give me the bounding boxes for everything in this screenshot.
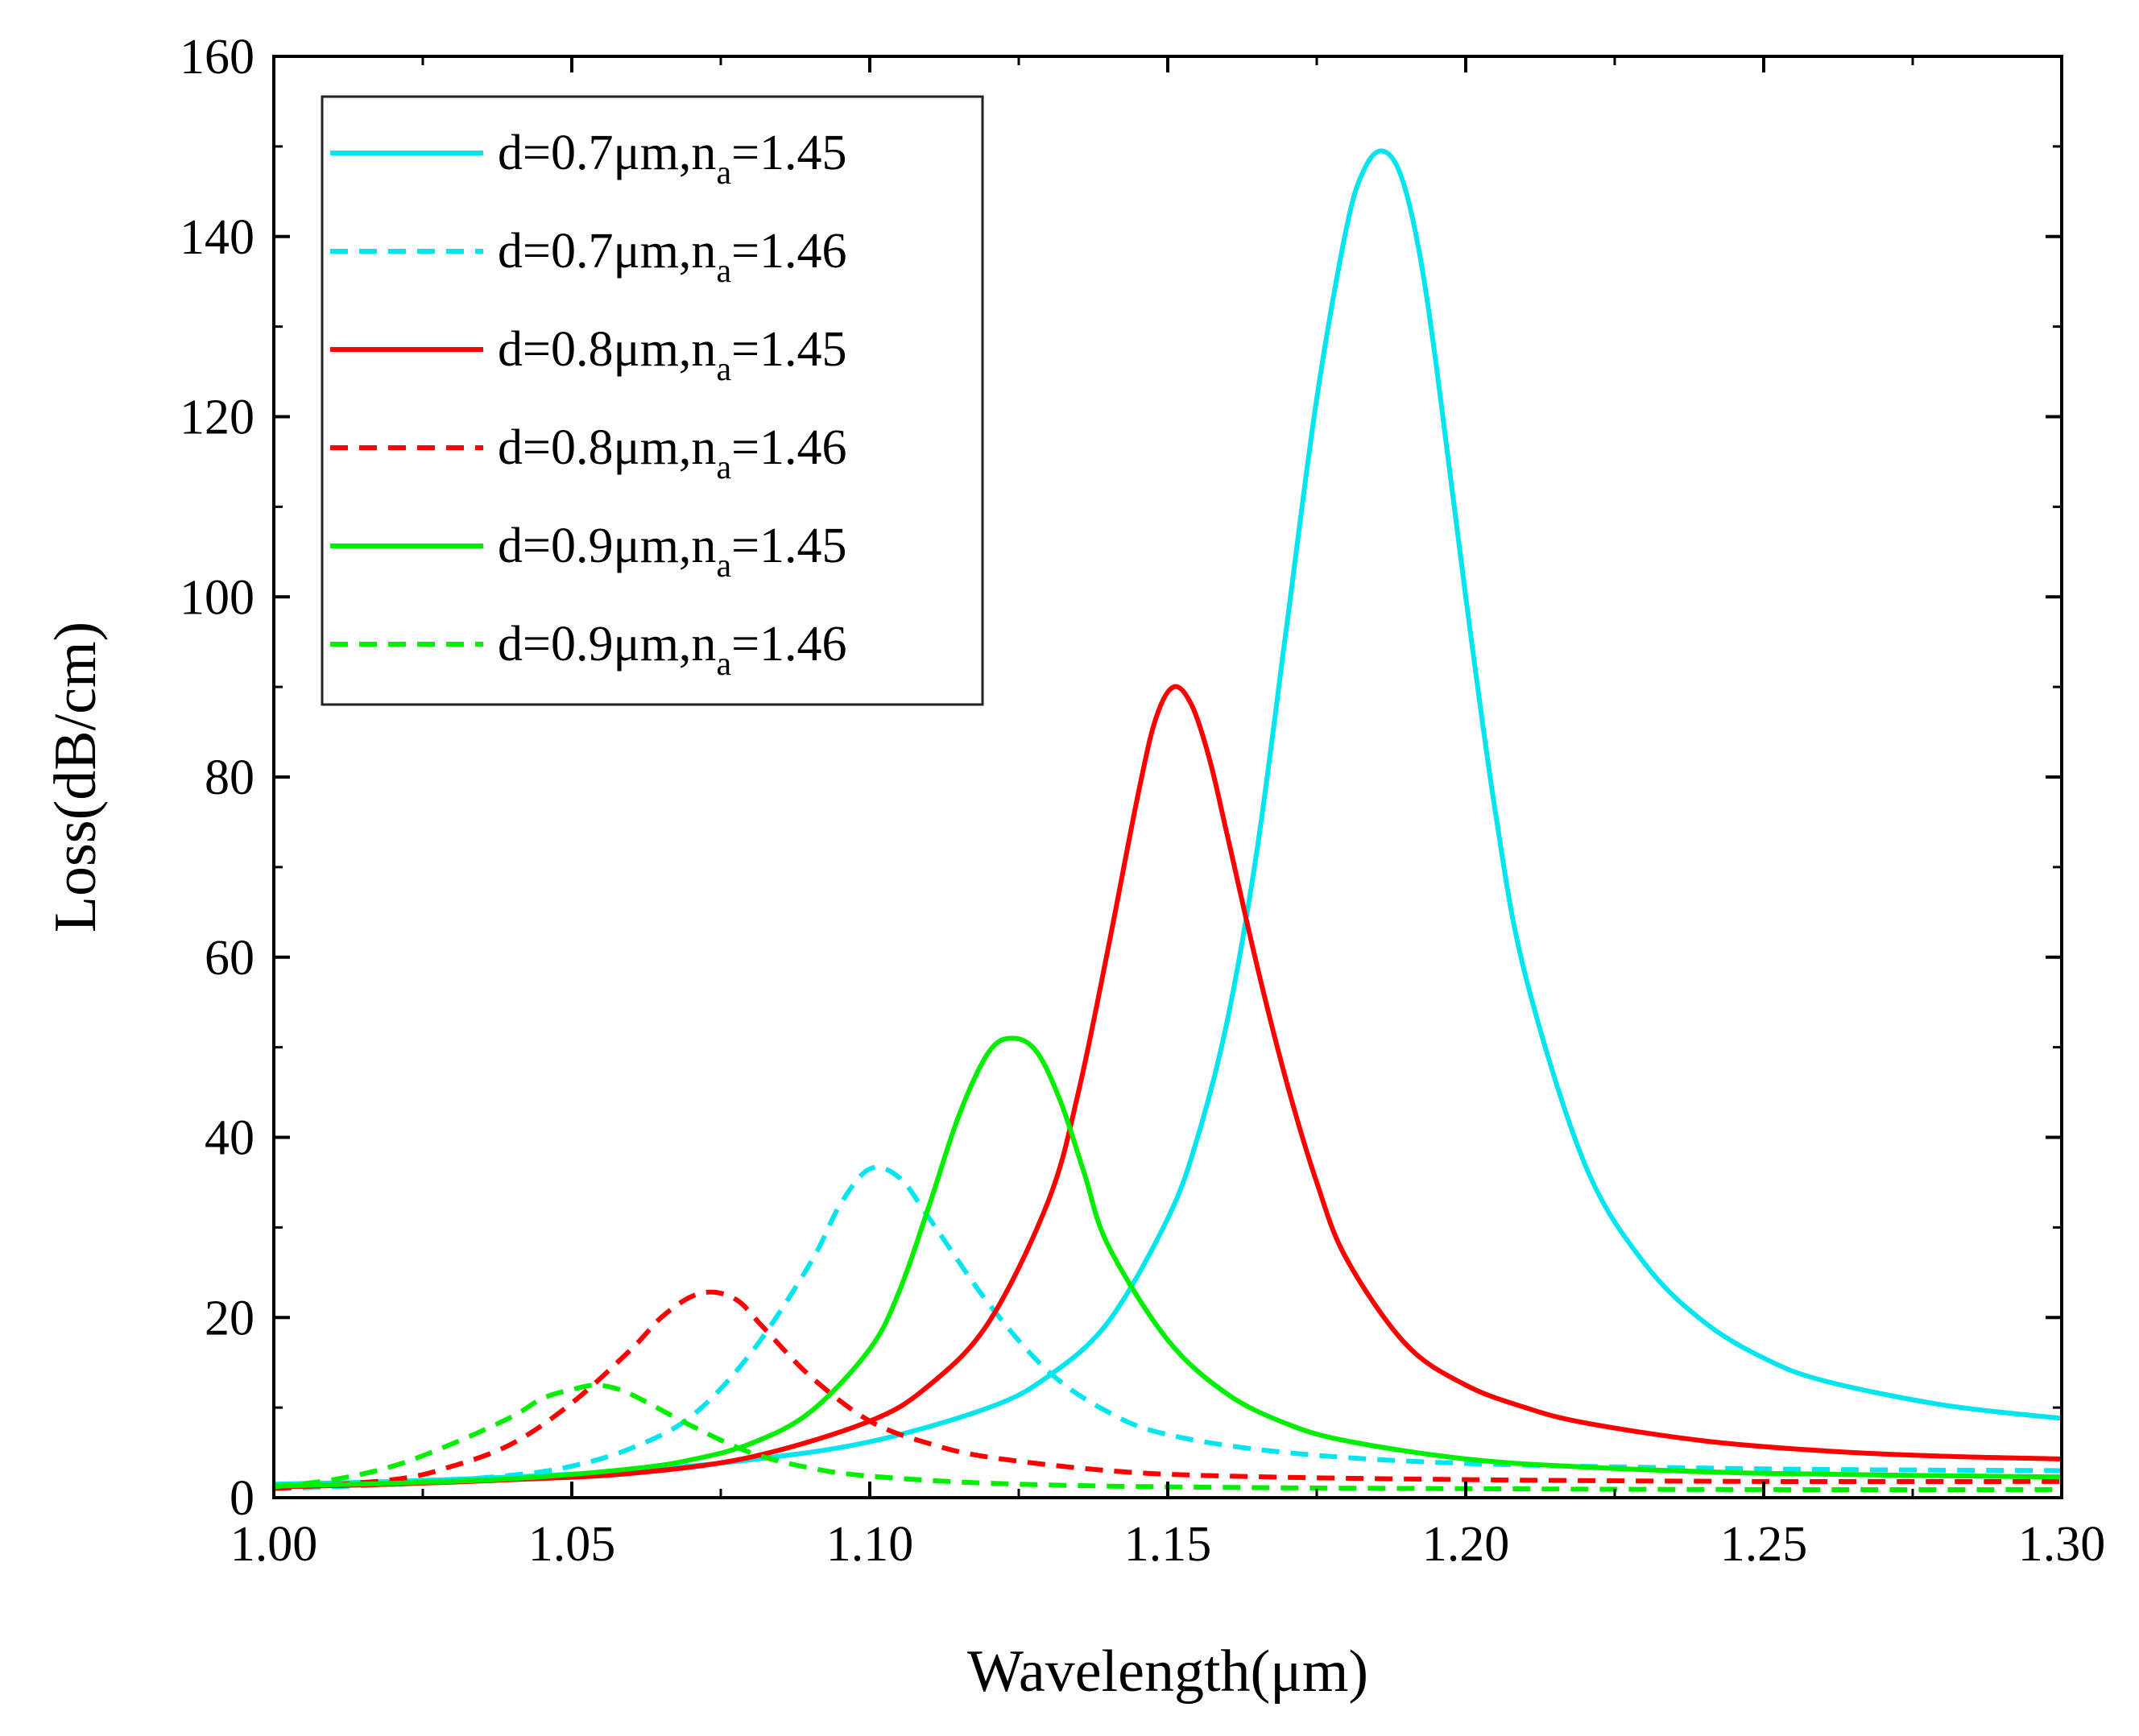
series-line-5 [273,1035,2062,1489]
y-tick-label: 80 [205,750,254,805]
legend-label-3: d=0.8μm,na=1.45 [498,322,847,388]
x-tick-label: 1.10 [826,1517,914,1572]
y-tick-label: 40 [205,1111,254,1166]
y-tick-label: 160 [180,30,254,85]
legend-label-4: d=0.8μm,na=1.46 [498,420,847,486]
y-tick-label: 120 [180,391,254,445]
legend-label-5: d=0.9μm,na=1.45 [498,519,847,585]
x-tick-label: 1.15 [1124,1517,1212,1572]
series-line-4 [273,1289,2062,1491]
x-axis-label: Wavelength(μm) [967,1639,1368,1705]
series-line-1 [273,148,2062,1487]
y-tick-label: 100 [180,570,254,625]
series-line-3 [273,684,2062,1490]
axis-ticks [272,55,2063,1499]
y-tick-label: 0 [230,1471,254,1526]
y-tick-label: 60 [205,931,254,986]
x-tick-label: 1.05 [528,1517,616,1572]
x-tick-label: 1.30 [2018,1517,2106,1572]
series-line-2 [273,1164,2062,1491]
x-tick-label: 1.20 [1422,1517,1510,1572]
y-tick-label: 140 [180,210,254,265]
x-tick-label: 1.25 [1720,1517,1808,1572]
legend-label-2: d=0.7μm,na=1.46 [498,224,847,290]
series-curves [273,148,2062,1492]
legend-box [321,95,984,706]
legend-label-6: d=0.9μm,na=1.46 [498,617,847,683]
legend: d=0.7μm,na=1.45 d=0.7μm,na=1.46 d=0.8μm,na… [321,95,984,706]
series-line-6 [273,1383,2062,1492]
y-tick-label: 20 [205,1291,254,1345]
y-axis-label: Loss(dB/cm) [43,622,109,932]
legend-label-1: d=0.7μm,na=1.45 [498,126,847,192]
x-tick-label: 1.00 [230,1517,318,1572]
tick-labels: 1.00 1.05 1.10 1.15 1.20 1.25 1.30 0 20 40 60 80 100… [180,30,2105,1572]
